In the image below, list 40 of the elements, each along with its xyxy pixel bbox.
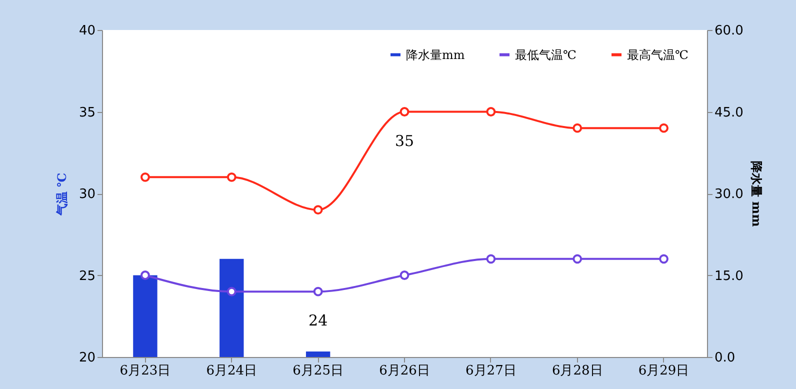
x-tick-label: 6月28日 (552, 364, 603, 378)
bar (133, 275, 158, 357)
point (572, 254, 582, 264)
x-tick-label: 6月27日 (466, 364, 516, 378)
point (659, 123, 668, 133)
y-tick-label: 30 (78, 187, 96, 202)
y2-tick-label: 30.0 (714, 187, 744, 202)
x-tick-label: 6月25日 (292, 364, 344, 378)
y-tick-label: 25 (78, 268, 96, 284)
bar (306, 352, 330, 357)
point (400, 107, 410, 116)
point (313, 205, 323, 215)
y2-tick-label: 45.0 (714, 105, 744, 120)
y-tick-label: 40 (78, 24, 96, 38)
y2-tick-label: 0.0 (714, 350, 736, 366)
point (659, 254, 668, 264)
point (140, 270, 150, 280)
point (572, 123, 582, 133)
annotation: 35 (394, 132, 414, 150)
point (313, 286, 323, 296)
point (226, 286, 236, 296)
bar (220, 258, 244, 357)
y-tick-label: 20 (78, 350, 96, 366)
legend-label: 最低气温℃ (515, 48, 576, 62)
legend-label: 降水量mm (406, 48, 466, 62)
point (140, 172, 150, 182)
point (486, 107, 496, 116)
y2-tick-label: 15.0 (714, 268, 744, 284)
x-tick-label: 6月26日 (379, 364, 430, 378)
point (400, 270, 410, 280)
point (486, 254, 496, 264)
legend-label: 最高气温℃ (627, 48, 688, 62)
y2-tick-label: 60.0 (714, 24, 744, 38)
point (226, 172, 236, 182)
x-tick-label: 6月29日 (638, 364, 690, 378)
y-axis-title: 气温 ℃ (54, 172, 69, 216)
annotation: 24 (308, 312, 328, 330)
x-tick-label: 6月24日 (206, 364, 258, 378)
y-tick-label: 35 (78, 105, 96, 120)
x-tick-label: 6月23日 (120, 364, 171, 378)
